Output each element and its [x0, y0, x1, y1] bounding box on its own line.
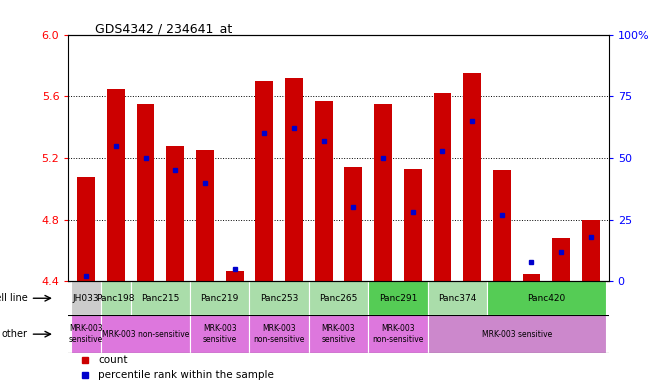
Text: percentile rank within the sample: percentile rank within the sample — [98, 370, 274, 380]
Bar — [368, 315, 428, 353]
Text: Panc215: Panc215 — [141, 294, 180, 303]
Bar — [101, 315, 190, 353]
Bar — [309, 281, 368, 315]
Bar — [255, 81, 273, 281]
Text: MRK-003
sensitive: MRK-003 sensitive — [322, 324, 355, 344]
Bar — [285, 78, 303, 281]
Text: count: count — [98, 355, 128, 365]
Bar — [72, 315, 101, 353]
Bar — [315, 101, 333, 281]
Bar — [190, 281, 249, 315]
Text: Panc198: Panc198 — [96, 294, 135, 303]
Bar — [368, 281, 428, 315]
Bar — [77, 177, 95, 281]
Bar — [434, 93, 451, 281]
Bar — [166, 146, 184, 281]
Text: MRK-003
non-sensitive: MRK-003 non-sensitive — [253, 324, 305, 344]
Bar — [137, 104, 154, 281]
Bar — [249, 315, 309, 353]
Bar — [493, 170, 511, 281]
Text: Panc374: Panc374 — [438, 294, 477, 303]
Text: Panc420: Panc420 — [527, 294, 566, 303]
Text: Panc219: Panc219 — [201, 294, 239, 303]
Text: Panc291: Panc291 — [379, 294, 417, 303]
Bar — [523, 274, 540, 281]
Bar — [190, 315, 249, 353]
Bar — [404, 169, 422, 281]
Bar — [309, 315, 368, 353]
Text: MRK-003
sensitive: MRK-003 sensitive — [202, 324, 237, 344]
Bar — [428, 315, 605, 353]
Text: MRK-003
sensitive: MRK-003 sensitive — [69, 324, 104, 344]
Bar — [107, 89, 125, 281]
Text: MRK-003 non-sensitive: MRK-003 non-sensitive — [102, 329, 189, 339]
Text: cell line: cell line — [0, 293, 28, 303]
Bar — [374, 104, 392, 281]
Text: MRK-003 sensitive: MRK-003 sensitive — [482, 329, 552, 339]
Bar — [552, 238, 570, 281]
Bar — [72, 281, 101, 315]
Bar — [344, 167, 362, 281]
Bar — [428, 281, 487, 315]
Text: JH033: JH033 — [73, 294, 100, 303]
Text: Panc265: Panc265 — [320, 294, 357, 303]
Bar — [131, 281, 190, 315]
Bar — [249, 281, 309, 315]
Bar — [582, 220, 600, 281]
Bar — [101, 281, 131, 315]
Text: MRK-003
non-sensitive: MRK-003 non-sensitive — [372, 324, 424, 344]
Bar — [464, 73, 481, 281]
Text: GDS4342 / 234641_at: GDS4342 / 234641_at — [96, 22, 232, 35]
Bar — [196, 150, 214, 281]
Bar — [226, 271, 243, 281]
Text: other: other — [2, 329, 28, 339]
Text: Panc253: Panc253 — [260, 294, 298, 303]
Bar — [487, 281, 605, 315]
